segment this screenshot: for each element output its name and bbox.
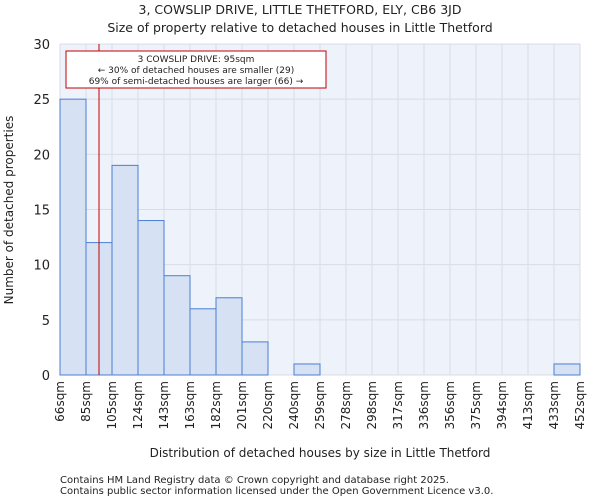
x-tick-label: 201sqm xyxy=(235,381,249,429)
x-tick-label: 240sqm xyxy=(287,381,301,429)
histogram-bar xyxy=(59,98,87,376)
x-tick-label: 220sqm xyxy=(261,381,275,429)
x-axis: 66sqm 85sqm 105sqm 124sqm 143sqm 163sqm 182sqm… xyxy=(53,381,587,429)
y-axis-label: Number of detached properties xyxy=(2,116,16,305)
x-tick-label: 356sqm xyxy=(443,381,457,429)
x-tick-label: 433sqm xyxy=(547,381,561,429)
annotation-line-2: ← 30% of detached houses are smaller (29… xyxy=(98,66,295,76)
y-tick-label: 20 xyxy=(33,148,50,163)
x-tick-label: 394sqm xyxy=(495,381,509,429)
y-tick-label: 0 xyxy=(42,369,50,384)
x-tick-label: 85sqm xyxy=(79,381,93,422)
y-tick-label: 10 xyxy=(33,259,50,274)
x-tick-label: 143sqm xyxy=(157,381,171,429)
annotation-box: 3 COWSLIP DRIVE: 95sqm ← 30% of detached… xyxy=(65,50,327,89)
x-tick-label: 413sqm xyxy=(521,381,535,429)
histogram-bar xyxy=(163,275,191,376)
x-tick-label: 105sqm xyxy=(105,381,119,429)
histogram-bar xyxy=(137,220,165,376)
x-tick-label: 317sqm xyxy=(391,381,405,429)
x-tick-label: 163sqm xyxy=(183,381,197,429)
x-tick-label: 336sqm xyxy=(417,381,431,429)
y-axis: 0 5 10 15 20 25 30 xyxy=(33,38,50,384)
chart-subtitle: Size of property relative to detached ho… xyxy=(107,20,492,35)
x-axis-label: Distribution of detached houses by size … xyxy=(150,446,491,460)
x-tick-label: 375sqm xyxy=(469,381,483,429)
y-tick-label: 5 xyxy=(42,314,50,329)
annotation-line-3: 69% of semi-detached houses are larger (… xyxy=(89,77,304,87)
x-tick-label: 66sqm xyxy=(53,381,67,422)
footer-line-1: Contains HM Land Registry data © Crown c… xyxy=(60,475,449,486)
x-tick-label: 259sqm xyxy=(313,381,327,429)
x-tick-label: 182sqm xyxy=(209,381,223,429)
histogram-bar xyxy=(215,297,243,376)
y-tick-label: 15 xyxy=(33,204,50,219)
footer-line-2: Contains public sector information licen… xyxy=(60,486,493,497)
histogram-bar xyxy=(241,341,269,376)
histogram-bar xyxy=(553,363,581,376)
x-tick-label: 124sqm xyxy=(131,381,145,429)
x-tick-label: 452sqm xyxy=(573,381,587,429)
histogram-bar xyxy=(111,164,139,376)
histogram-bar xyxy=(189,308,217,376)
annotation-line-1: 3 COWSLIP DRIVE: 95sqm xyxy=(138,55,255,65)
bars xyxy=(59,98,581,376)
x-tick-label: 298sqm xyxy=(365,381,379,429)
chart-title: 3, COWSLIP DRIVE, LITTLE THETFORD, ELY, … xyxy=(139,2,462,17)
y-tick-label: 25 xyxy=(33,93,50,108)
histogram-bar xyxy=(293,363,321,376)
y-tick-label: 30 xyxy=(33,38,50,53)
x-tick-label: 278sqm xyxy=(339,381,353,429)
